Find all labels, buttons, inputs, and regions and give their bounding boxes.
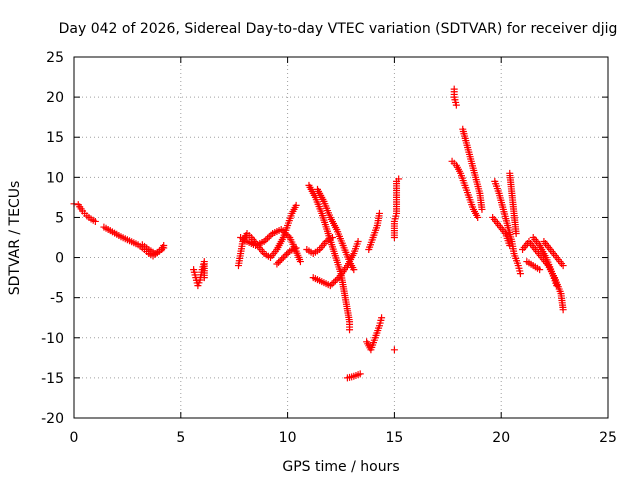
x-tick-label: 10 xyxy=(279,430,297,446)
data-point xyxy=(474,213,482,221)
data-point xyxy=(160,244,168,252)
data-point xyxy=(281,252,289,260)
data-point xyxy=(536,266,544,274)
data-point xyxy=(264,234,272,242)
x-tick-label: 25 xyxy=(599,430,617,446)
series-arc-15 xyxy=(390,175,403,241)
series-arc-16 xyxy=(390,346,398,354)
data-point xyxy=(506,242,514,250)
data-point xyxy=(328,280,336,288)
data-point xyxy=(553,282,561,290)
data-point xyxy=(282,230,290,238)
y-tick-label: 5 xyxy=(55,210,64,226)
data-point xyxy=(331,277,339,285)
data-point xyxy=(559,306,567,314)
data-point xyxy=(330,278,338,286)
y-tick-label: -5 xyxy=(50,291,64,307)
series-arc-10 xyxy=(303,234,336,258)
y-tick-label: 25 xyxy=(46,50,64,66)
data-point xyxy=(390,346,398,354)
series-arc-8 xyxy=(305,181,354,334)
y-tick-labels: -20 -15 -10 -5 0 5 10 15 20 25 xyxy=(41,50,64,427)
series-arc-17 xyxy=(450,85,460,109)
series-arc-19 xyxy=(459,125,486,213)
y-tick-label: -20 xyxy=(41,411,64,427)
series-arc-21 xyxy=(489,213,514,250)
data-point xyxy=(328,234,336,241)
data-point xyxy=(326,282,334,290)
data-point xyxy=(478,205,486,213)
data-points xyxy=(70,85,567,382)
data-point xyxy=(354,238,362,246)
series-arc-12 xyxy=(343,370,364,382)
series-arc-3 xyxy=(138,241,168,258)
data-point xyxy=(356,370,364,378)
data-point xyxy=(277,225,285,233)
data-point xyxy=(395,175,403,183)
data-point xyxy=(284,249,292,257)
y-tick-label: -15 xyxy=(41,371,64,387)
data-point xyxy=(276,257,284,265)
series-arc-5 xyxy=(234,201,300,270)
series-arc-1 xyxy=(70,200,99,225)
data-point xyxy=(265,233,273,241)
data-point xyxy=(275,258,283,266)
data-point xyxy=(260,238,268,246)
y-axis-label: SDTVAR / TECUs xyxy=(7,181,23,296)
data-point xyxy=(346,326,354,334)
series-arc-13 xyxy=(363,314,386,354)
data-point xyxy=(512,229,520,237)
data-point xyxy=(375,209,383,217)
x-tick-labels: 0 5 10 15 20 25 xyxy=(70,430,617,446)
series-arc-18 xyxy=(448,157,482,221)
plot-frame xyxy=(73,56,609,419)
y-tick-label: -10 xyxy=(41,331,64,347)
data-point xyxy=(279,254,287,262)
series-arc-6 xyxy=(237,225,304,266)
series-arc-24 xyxy=(529,234,561,290)
x-axis-label: GPS time / hours xyxy=(282,459,399,475)
grid xyxy=(74,57,608,418)
data-point xyxy=(281,229,289,237)
data-point xyxy=(333,275,341,283)
data-point xyxy=(292,244,300,252)
y-tick-label: 10 xyxy=(46,170,64,186)
data-point xyxy=(273,260,281,268)
data-point xyxy=(559,262,567,270)
chart-title: Day 042 of 2026, Sidereal Day-to-day VTE… xyxy=(59,21,618,37)
series-arc-7 xyxy=(273,244,300,268)
data-point xyxy=(516,270,524,278)
series-arc-14 xyxy=(365,209,383,254)
data-point xyxy=(279,227,287,235)
series-arc-26 xyxy=(523,258,544,274)
data-point xyxy=(350,266,358,274)
series-arc-11 xyxy=(309,238,362,290)
y-tick-label: 15 xyxy=(46,130,64,146)
data-point xyxy=(378,314,386,322)
data-point xyxy=(267,231,275,239)
data-point xyxy=(262,236,270,244)
series-arc-4 xyxy=(190,258,208,290)
y-tick-label: 0 xyxy=(55,251,64,267)
data-point xyxy=(283,250,291,258)
x-tick-label: 15 xyxy=(385,430,403,446)
data-point xyxy=(292,201,300,209)
data-point xyxy=(296,258,304,266)
y-tick-label: 20 xyxy=(46,90,64,106)
series-arc-25 xyxy=(540,238,567,270)
x-tick-label: 20 xyxy=(492,430,510,446)
x-tick-label: 5 xyxy=(176,430,185,446)
series-arc-22 xyxy=(506,169,520,237)
series-arc-20 xyxy=(491,177,524,278)
x-tick-label: 0 xyxy=(70,430,79,446)
series-arc-9 xyxy=(314,185,358,274)
data-point xyxy=(91,217,99,225)
data-point xyxy=(200,274,208,282)
data-point xyxy=(452,101,460,109)
data-point xyxy=(284,232,292,240)
data-point xyxy=(278,255,286,263)
